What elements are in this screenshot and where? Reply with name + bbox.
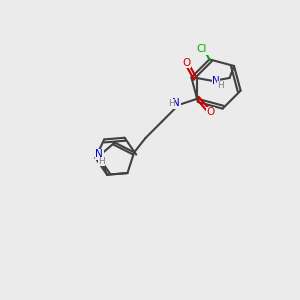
Text: N: N	[212, 76, 220, 86]
Text: N: N	[95, 149, 103, 159]
Text: N: N	[172, 98, 180, 109]
Text: H: H	[98, 157, 105, 166]
Text: H: H	[168, 99, 174, 108]
Text: O: O	[182, 58, 190, 68]
Text: Cl: Cl	[197, 44, 207, 55]
Text: H: H	[217, 81, 224, 90]
Text: O: O	[206, 107, 215, 118]
